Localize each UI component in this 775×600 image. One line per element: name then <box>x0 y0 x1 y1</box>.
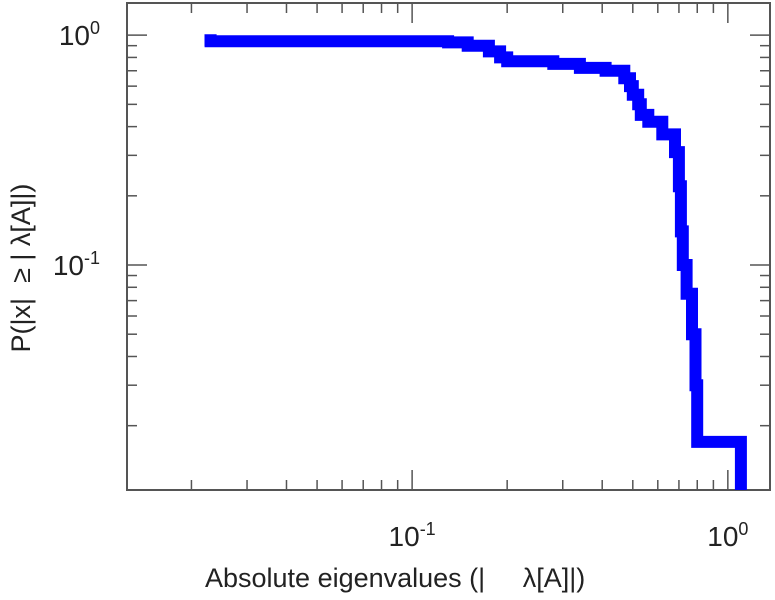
x-tick-label: 10-1 <box>389 519 436 552</box>
y-tick-label: 10-1 <box>53 248 100 281</box>
x-tick-label: 100 <box>707 519 748 552</box>
plot-area <box>126 2 771 491</box>
tick-labels: 10-1 100 10-1 100 <box>53 18 749 552</box>
y-axis-label: P(|x| ≥ | λ[A]|) <box>6 183 36 353</box>
major-ticks <box>127 3 770 490</box>
series-layer <box>204 34 747 490</box>
minor-ticks <box>127 3 770 490</box>
series-line <box>204 34 747 490</box>
y-tick-label: 100 <box>59 18 100 51</box>
x-axis-label: Absolute eigenvalues (| λ[A]|) <box>205 563 586 593</box>
